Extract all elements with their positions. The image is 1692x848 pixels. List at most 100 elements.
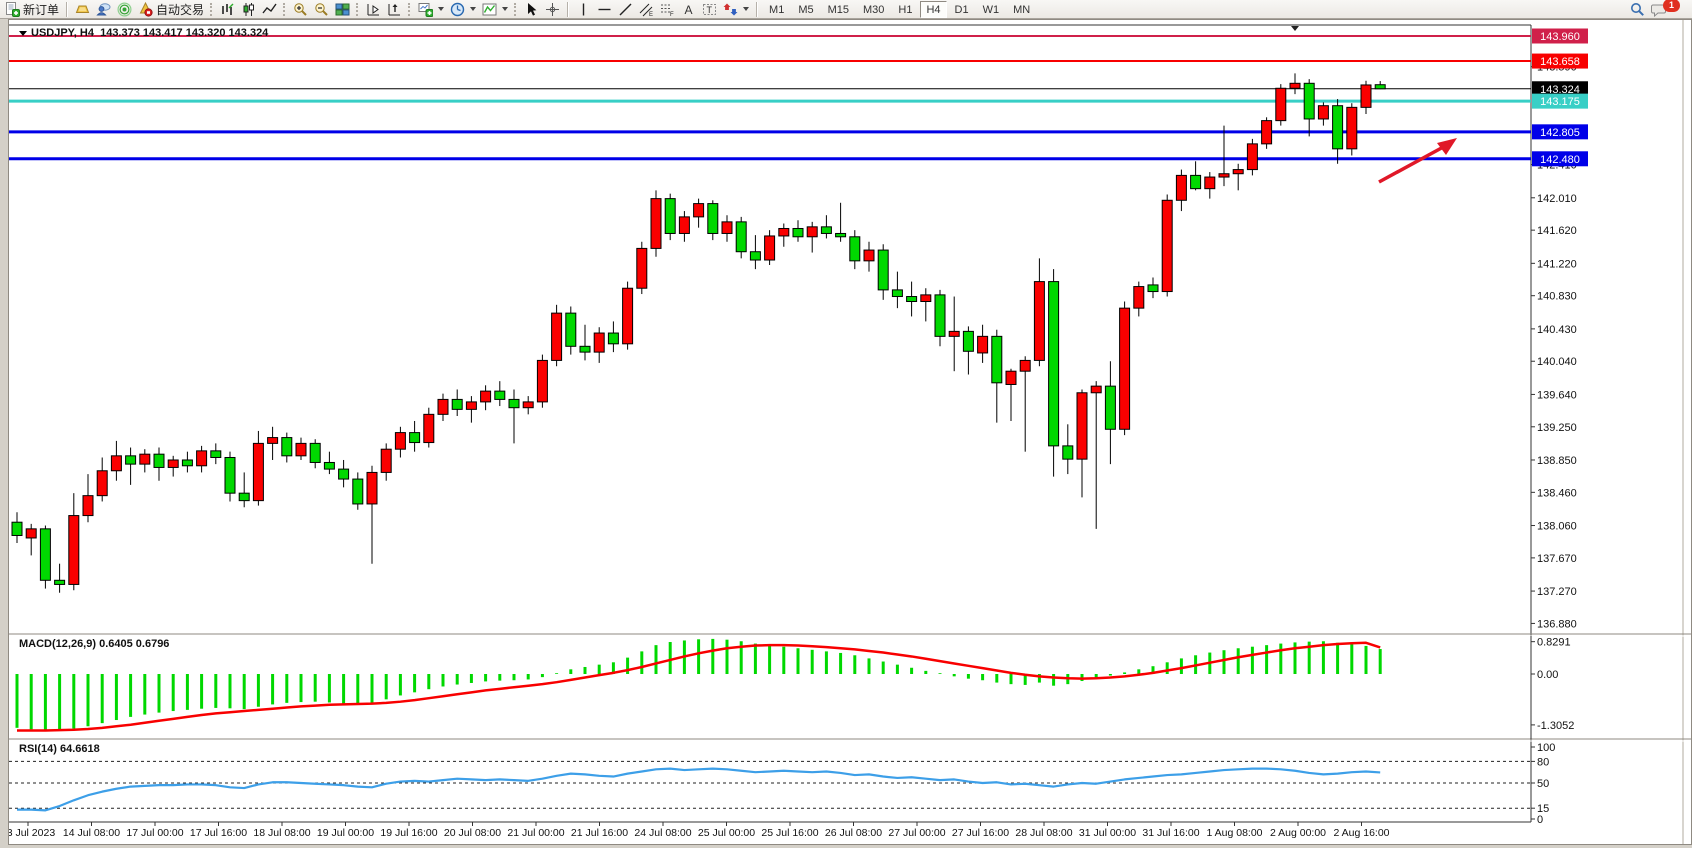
date-label: 27 Jul 00:00 [888,827,945,839]
arrows-button[interactable] [720,1,752,18]
arrows-icon [723,2,738,17]
candle-44 [636,247,648,289]
date-label: 18 Jul 08:00 [253,827,310,839]
candle-87 [1246,143,1258,171]
indicators-button[interactable] [479,1,511,18]
deposit-button[interactable] [72,1,93,18]
candle-47 [678,216,690,234]
candle-68 [977,335,989,354]
candle-43 [622,287,634,345]
horizontal-line-icon [597,2,612,17]
text-button[interactable]: A [678,1,699,18]
candle-30 [437,398,449,415]
tile-windows-button[interactable] [332,1,353,18]
candle-54 [778,227,790,237]
timeframe-w1-button[interactable]: W1 [977,1,1006,18]
svg-text:141.620: 141.620 [1537,225,1577,237]
candle-24 [352,478,364,505]
timeframe-m15-button[interactable]: M15 [822,1,855,18]
timeframe-m1-button[interactable]: M1 [763,1,790,18]
svg-text:138.850: 138.850 [1537,455,1577,467]
crosshair-button[interactable] [542,1,563,18]
fibonacci-button[interactable]: F [657,1,678,18]
zoom-out-icon [314,2,329,17]
date-label: 2 Aug 00:00 [1270,827,1326,839]
svg-text:0: 0 [1537,814,1543,826]
timeframe-mn-button[interactable]: MN [1007,1,1036,18]
candle-92 [1317,105,1329,120]
zoom-in-button[interactable] [290,1,311,18]
chart-window: 143.590142.410142.010141.620141.220140.8… [8,19,1692,845]
bar-chart-button[interactable] [217,1,238,18]
candle-12 [181,459,193,467]
bar-chart-icon [220,2,235,17]
signals-button[interactable] [114,1,135,18]
search-button[interactable] [1627,1,1648,18]
candle-46 [664,198,676,234]
candle-13 [196,450,208,467]
autotrading-button[interactable]: 自动交易 [135,1,207,18]
svg-text:139.640: 139.640 [1537,389,1577,401]
candle-9 [139,453,151,465]
date-label: 14 Jul 08:00 [63,827,120,839]
candle-1 [25,528,37,539]
chart-shift-button[interactable] [384,1,405,18]
date-label: 2 Aug 16:00 [1333,827,1389,839]
candle-32 [465,401,477,410]
timeframe-h1-button[interactable]: H1 [892,1,918,18]
candle-64 [920,294,932,303]
profiles-button[interactable] [447,1,479,18]
cursor-button[interactable] [521,1,542,18]
svg-text:143.960: 143.960 [1540,31,1580,43]
profiles-clock-icon [450,2,465,17]
text-label-icon: T [702,2,717,17]
autotrading-label: 自动交易 [156,2,205,17]
timeframe-m5-button[interactable]: M5 [792,1,819,18]
candle-59 [849,236,861,262]
vertical-line-button[interactable] [573,1,594,18]
timeframe-h4-button[interactable]: H4 [920,1,947,19]
candle-66 [948,330,960,337]
candle-52 [749,251,761,261]
zoom-out-button[interactable] [311,1,332,18]
timeframe-m30-button[interactable]: M30 [857,1,890,18]
candle-38 [551,312,563,361]
new-chart-button[interactable] [415,1,447,18]
new-order-button[interactable]: 新订单 [2,1,62,18]
text-label-button[interactable]: T [699,1,720,18]
candle-96 [1374,84,1386,90]
candle-84 [1204,176,1216,190]
toolbar-grip [210,2,214,16]
date-label: 31 Jul 16:00 [1142,827,1199,839]
candlestick-icon [241,2,256,17]
svg-text:0.00: 0.00 [1537,669,1558,681]
deposit-icon [75,2,90,17]
chat-button[interactable]: 1 [1648,0,1690,18]
date-label: 21 Jul 00:00 [507,827,564,839]
svg-text:50: 50 [1537,778,1549,790]
text-icon: A [681,2,696,17]
candle-90 [1289,82,1301,89]
date-label: 19 Jul 00:00 [317,827,374,839]
candle-70 [1005,370,1017,385]
timeframe-d1-button[interactable]: D1 [949,1,975,18]
candle-33 [480,390,492,403]
svg-text:140.430: 140.430 [1537,324,1577,336]
notification-badge: 1 [1663,0,1680,12]
candle-6 [96,470,108,497]
channel-icon: E [639,2,654,17]
candle-45 [650,198,662,249]
candle-7 [110,455,122,472]
toolbar-separator [756,1,759,17]
chart-canvas[interactable]: 143.590142.410142.010141.620141.220140.8… [9,20,1691,844]
channel-button[interactable]: E [636,1,657,18]
trendline-button[interactable] [615,1,636,18]
cursor-icon [524,2,539,17]
candle-81 [1161,199,1173,293]
auto-scroll-button[interactable] [363,1,384,18]
svg-text:136.880: 136.880 [1537,618,1577,630]
line-chart-button[interactable] [259,1,280,18]
horizontal-line-button[interactable] [594,1,615,18]
candlestick-button[interactable] [238,1,259,18]
accounts-button[interactable] [93,1,114,18]
